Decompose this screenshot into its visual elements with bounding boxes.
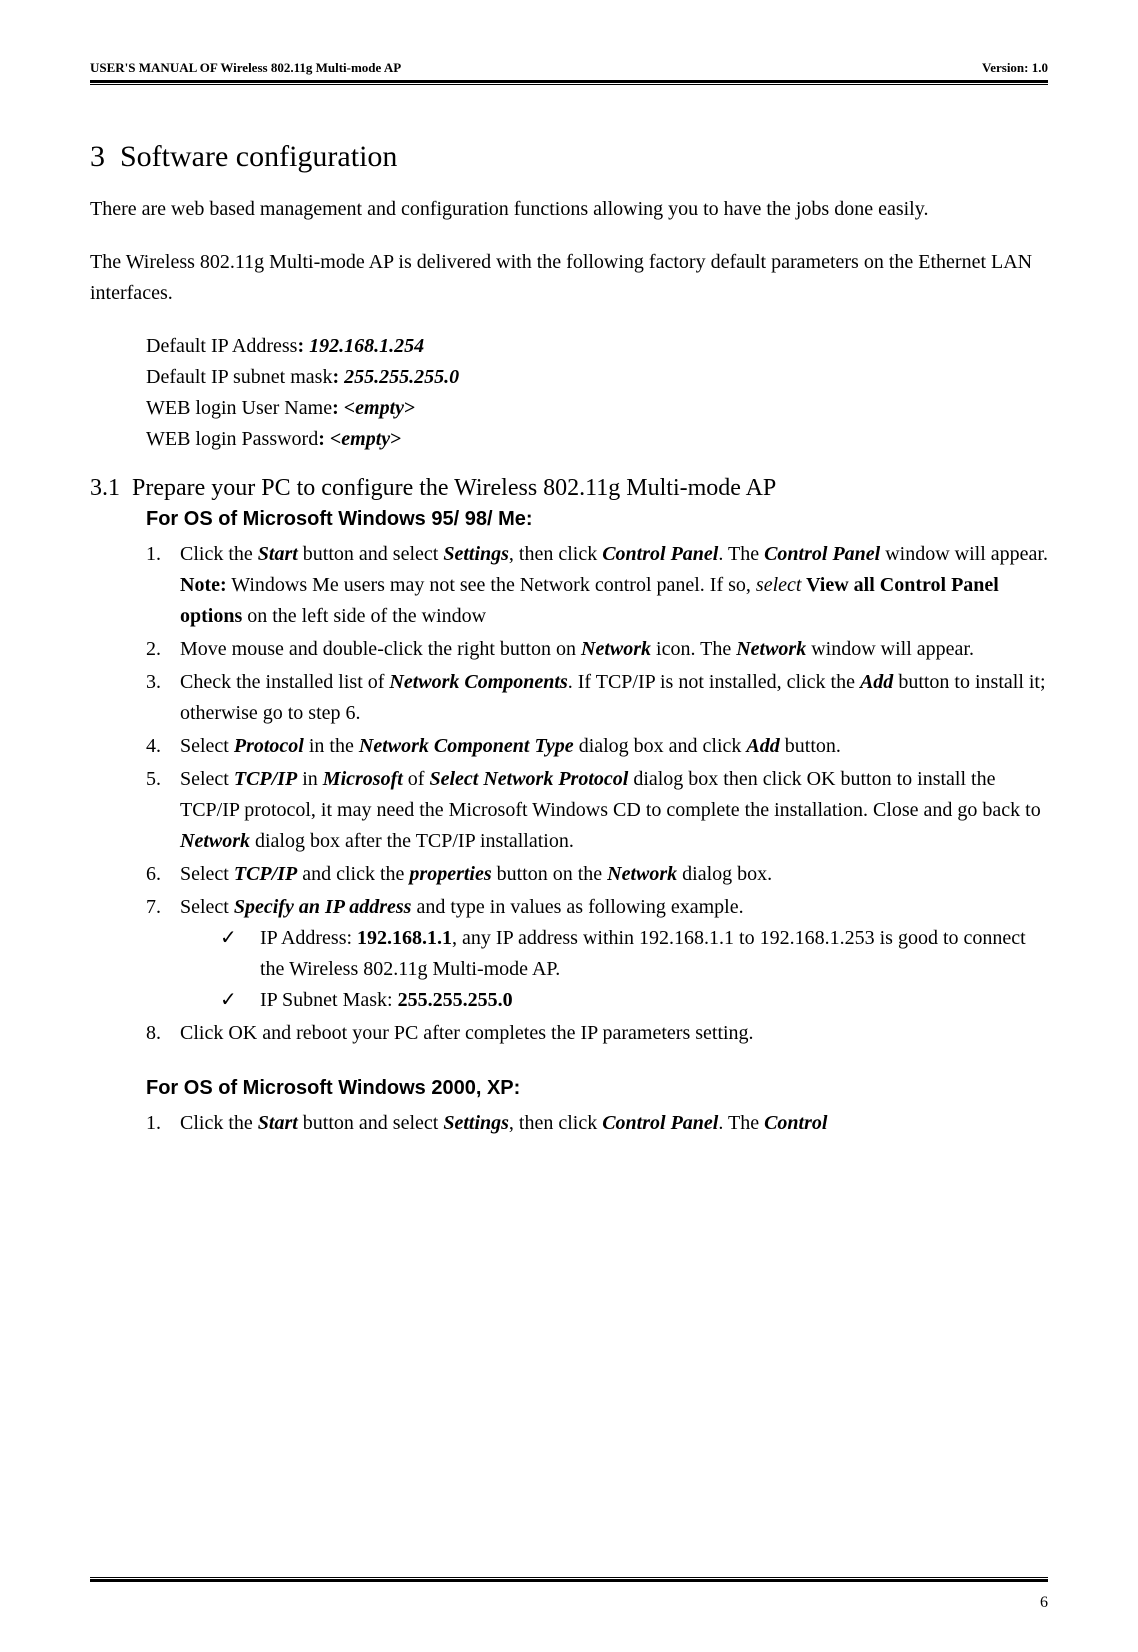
footer-rule-thick: [90, 1579, 1048, 1582]
default-ip: Default IP Address: 192.168.1.254: [146, 331, 1048, 362]
default-settings: Default IP Address: 192.168.1.254 Defaul…: [146, 331, 1048, 455]
subsection-number: 3.1: [90, 475, 120, 501]
subsection-heading: 3.1 Prepare your PC to configure the Wir…: [90, 475, 1048, 502]
default-mask: Default IP subnet mask: 255.255.255.0: [146, 362, 1048, 393]
list-number: 3.: [146, 667, 180, 729]
list-number: 5.: [146, 764, 180, 857]
os2000-heading: For OS of Microsoft Windows 2000, XP:: [146, 1077, 1048, 1100]
list-item: 1. Click the Start button and select Set…: [146, 539, 1048, 632]
sub-body: IP Address: 192.168.1.1, any IP address …: [260, 923, 1048, 985]
list-item: 7. Select Specify an IP address and type…: [146, 892, 1048, 1016]
header-rule-thin: [90, 84, 1048, 85]
list-item: 4. Select Protocol in the Network Compon…: [146, 731, 1048, 762]
page-number: 6: [1040, 1594, 1048, 1612]
sub-item: ✓ IP Address: 192.168.1.1, any IP addres…: [220, 923, 1048, 985]
list-body: Click the Start button and select Settin…: [180, 539, 1048, 632]
list-number: 2.: [146, 634, 180, 665]
sub-item: ✓ IP Subnet Mask: 255.255.255.0: [220, 985, 1048, 1016]
list-body: Select Protocol in the Network Component…: [180, 731, 1048, 762]
os95-heading: For OS of Microsoft Windows 95/ 98/ Me:: [146, 508, 1048, 531]
list-item: 1. Click the Start button and select Set…: [146, 1108, 1048, 1139]
list-number: 8.: [146, 1018, 180, 1049]
default-user: WEB login User Name: <empty>: [146, 393, 1048, 424]
list-body: Click OK and reboot your PC after comple…: [180, 1018, 1048, 1049]
intro-paragraph-1: There are web based management and confi…: [90, 194, 1048, 225]
intro-paragraph-2: The Wireless 802.11g Multi-mode AP is de…: [90, 247, 1048, 309]
sub-body: IP Subnet Mask: 255.255.255.0: [260, 985, 513, 1016]
list-body: Click the Start button and select Settin…: [180, 1108, 1048, 1139]
list-item: 3. Check the installed list of Network C…: [146, 667, 1048, 729]
subsection-title: Prepare your PC to configure the Wireles…: [132, 475, 776, 501]
page-header: USER'S MANUAL OF Wireless 802.11g Multi-…: [90, 60, 1048, 80]
section-title: Software configuration: [120, 140, 397, 173]
section-number: 3: [90, 140, 105, 173]
list-item: 2. Move mouse and double-click the right…: [146, 634, 1048, 665]
list-body: Select TCP/IP and click the properties b…: [180, 859, 1048, 890]
section-heading: 3 Software configuration: [90, 140, 1048, 174]
default-pass: WEB login Password: <empty>: [146, 424, 1048, 455]
list-item: 8. Click OK and reboot your PC after com…: [146, 1018, 1048, 1049]
sub-list: ✓ IP Address: 192.168.1.1, any IP addres…: [220, 923, 1048, 1016]
footer-rule-thin: [90, 1577, 1048, 1578]
footer-rules: [90, 1577, 1048, 1582]
check-icon: ✓: [220, 985, 260, 1016]
content-area: 3 Software configuration There are web b…: [90, 140, 1048, 1139]
list-body: Check the installed list of Network Comp…: [180, 667, 1048, 729]
list-item: 6. Select TCP/IP and click the propertie…: [146, 859, 1048, 890]
list-number: 1.: [146, 539, 180, 632]
list-number: 1.: [146, 1108, 180, 1139]
header-left: USER'S MANUAL OF Wireless 802.11g Multi-…: [90, 60, 401, 76]
list-number: 4.: [146, 731, 180, 762]
list-body: Select Specify an IP address and type in…: [180, 892, 1048, 1016]
list-number: 6.: [146, 859, 180, 890]
check-icon: ✓: [220, 923, 260, 985]
list-body: Move mouse and double-click the right bu…: [180, 634, 1048, 665]
list-number: 7.: [146, 892, 180, 1016]
header-rule-thick: [90, 80, 1048, 83]
os2000-list: 1. Click the Start button and select Set…: [146, 1108, 1048, 1139]
list-body: Select TCP/IP in Microsoft of Select Net…: [180, 764, 1048, 857]
list-item: 5. Select TCP/IP in Microsoft of Select …: [146, 764, 1048, 857]
header-right: Version: 1.0: [982, 60, 1048, 76]
os95-list: 1. Click the Start button and select Set…: [146, 539, 1048, 1049]
